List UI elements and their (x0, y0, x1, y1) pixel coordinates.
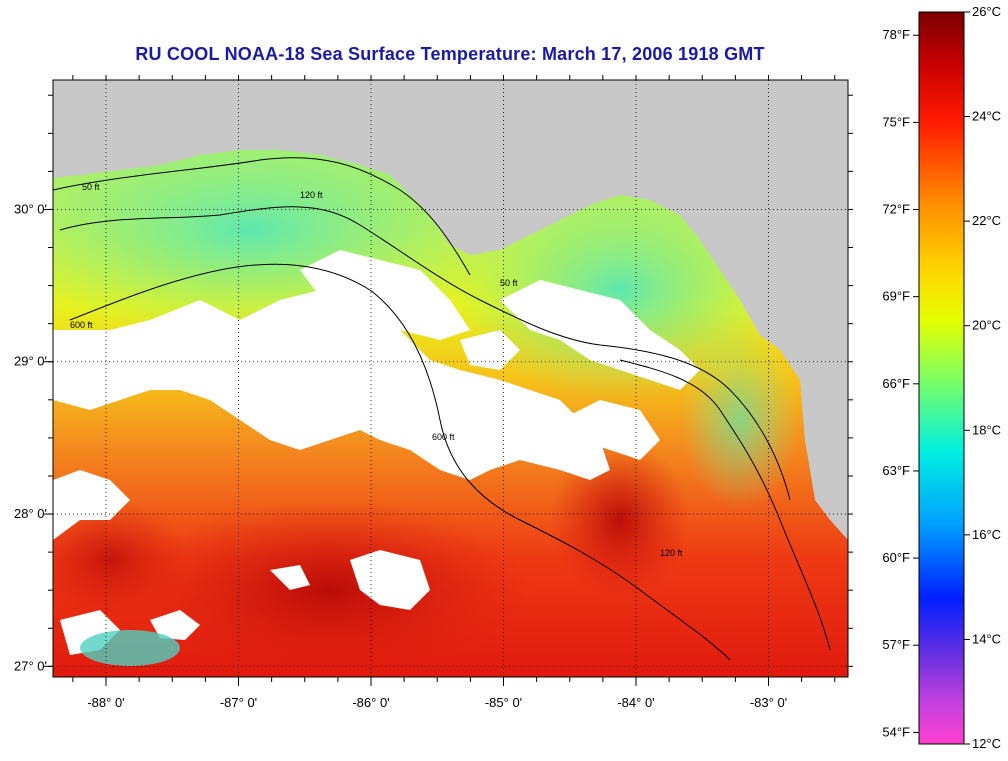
y-axis-labels: 30° 0' 29° 0' 28° 0' 27° 0' (14, 201, 47, 673)
cloud-cover (53, 250, 700, 655)
y-tick-label: 29° 0' (14, 354, 47, 369)
colorbar-c-label: 16°C (972, 527, 1001, 542)
colorbar-f-label: 69°F (882, 289, 910, 304)
colorbar-c-label: 20°C (972, 318, 1001, 333)
contour-label-50ft-east: 50 ft (500, 278, 518, 288)
warm-core-east (550, 440, 690, 600)
x-tick-label: -86° 0' (352, 695, 389, 710)
map-title: RU COOL NOAA-18 Sea Surface Temperature:… (135, 44, 765, 64)
contour-label-120ft-east: 120 ft (660, 548, 683, 558)
colorbar-c-label: 14°C (972, 631, 1001, 646)
map-frame (52, 79, 849, 678)
colorbar-c-label: 22°C (972, 213, 1001, 228)
colorbar-f-label: 78°F (882, 27, 910, 42)
colorbar-c-label: 26°C (972, 4, 1001, 19)
x-tick-label: -85° 0' (485, 695, 522, 710)
colorbar: 26°C 24°C 22°C 20°C 18°C 16°C 14°C 12°C 78°F 75°… (882, 4, 1001, 751)
colorbar-f-label: 66°F (882, 376, 910, 391)
contour-600ft (69, 263, 731, 661)
colorbar-f-label: 54°F (882, 724, 910, 739)
x-tick-label: -88° 0' (87, 695, 124, 710)
colorbar-f-label: 63°F (882, 463, 910, 478)
y-tick-label: 30° 0' (14, 201, 47, 216)
colorbar-f-label: 57°F (882, 637, 910, 652)
contour-50ft (53, 157, 471, 276)
x-tick-label: -87° 0' (220, 695, 257, 710)
colorbar-f-label: 72°F (882, 202, 910, 217)
y-tick-label: 27° 0' (14, 658, 47, 673)
contour-label-600ft: 600 ft (70, 320, 93, 330)
contour-labels: 50 ft 120 ft 600 ft 50 ft 120 ft 600 ft (70, 182, 683, 558)
x-tick-label: -83° 0' (750, 695, 787, 710)
x-axis-labels: -88° 0' -87° 0' -86° 0' -85° 0' -84° 0' -83° … (87, 695, 787, 710)
sst-map-panel: 50 ft 120 ft 600 ft 50 ft 120 ft 600 ft (53, 80, 848, 677)
x-tick-label: -84° 0' (617, 695, 654, 710)
contour-120ft (59, 206, 791, 501)
axis-ticks (44, 75, 853, 686)
bathymetry-contours (53, 157, 831, 661)
colorbar-fahrenheit-labels: 78°F 75°F 72°F 69°F 66°F 63°F 60°F 57°F 54°F (882, 27, 919, 739)
cool-patch-southwest (80, 630, 180, 666)
land-mass (53, 80, 848, 540)
colorbar-f-label: 60°F (882, 550, 910, 565)
warm-core-south (130, 500, 530, 677)
colorbar-c-label: 18°C (972, 422, 1001, 437)
colorbar-gradient (918, 11, 965, 745)
graticule (53, 80, 848, 677)
colorbar-celsius-labels: 26°C 24°C 22°C 20°C 18°C 16°C 14°C 12°C (964, 4, 1001, 751)
contour-label-50ft: 50 ft (82, 182, 100, 192)
warm-core-west (53, 500, 190, 620)
contour-label-600ft-mid: 600 ft (432, 432, 455, 442)
cool-coastal-water (680, 330, 800, 510)
colorbar-c-label: 24°C (972, 109, 1001, 124)
contour-120ft-east (619, 359, 831, 651)
colorbar-c-label: 12°C (972, 736, 1001, 751)
colorbar-f-label: 75°F (882, 114, 910, 129)
y-tick-label: 28° 0' (14, 506, 47, 521)
contour-label-120ft: 120 ft (300, 190, 323, 200)
